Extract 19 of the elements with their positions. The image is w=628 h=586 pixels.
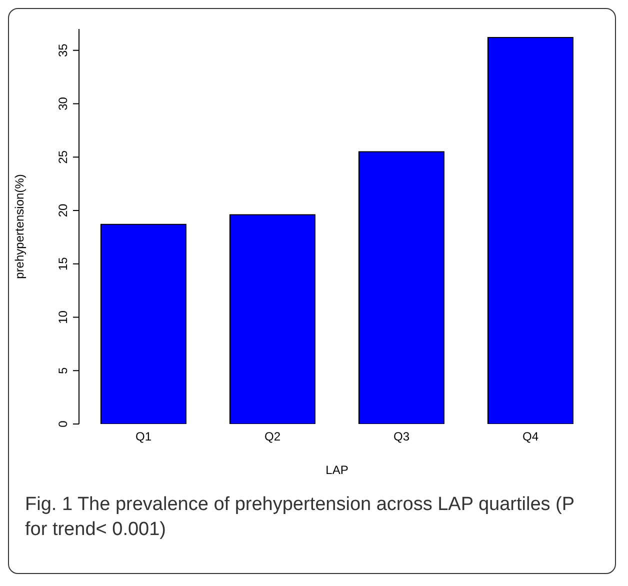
bar bbox=[487, 37, 574, 424]
y-tick-label: 25 bbox=[56, 150, 70, 164]
y-tick-label: 20 bbox=[56, 203, 70, 218]
bar bbox=[229, 214, 316, 424]
x-tick-label: Q4 bbox=[522, 430, 539, 444]
y-tick-label: 10 bbox=[56, 310, 70, 324]
x-axis-title: LAP bbox=[326, 463, 348, 477]
x-tick-label: Q3 bbox=[393, 430, 410, 444]
y-tick-label: 15 bbox=[56, 256, 70, 271]
bar bbox=[100, 224, 186, 424]
y-tick-label: 30 bbox=[56, 96, 70, 110]
y-tick-label: 5 bbox=[56, 366, 70, 374]
bar bbox=[358, 151, 444, 424]
y-tick-label: 0 bbox=[56, 420, 70, 428]
y-axis-title: prehypertension(%) bbox=[12, 174, 26, 279]
x-tick-label: Q2 bbox=[264, 430, 281, 444]
x-tick-label: Q1 bbox=[135, 430, 152, 444]
y-tick-label: 35 bbox=[56, 43, 70, 58]
caption: Fig. 1 The prevalence of prehypertension across LAP quartiles (P for trend< 0.001) bbox=[24, 493, 576, 542]
